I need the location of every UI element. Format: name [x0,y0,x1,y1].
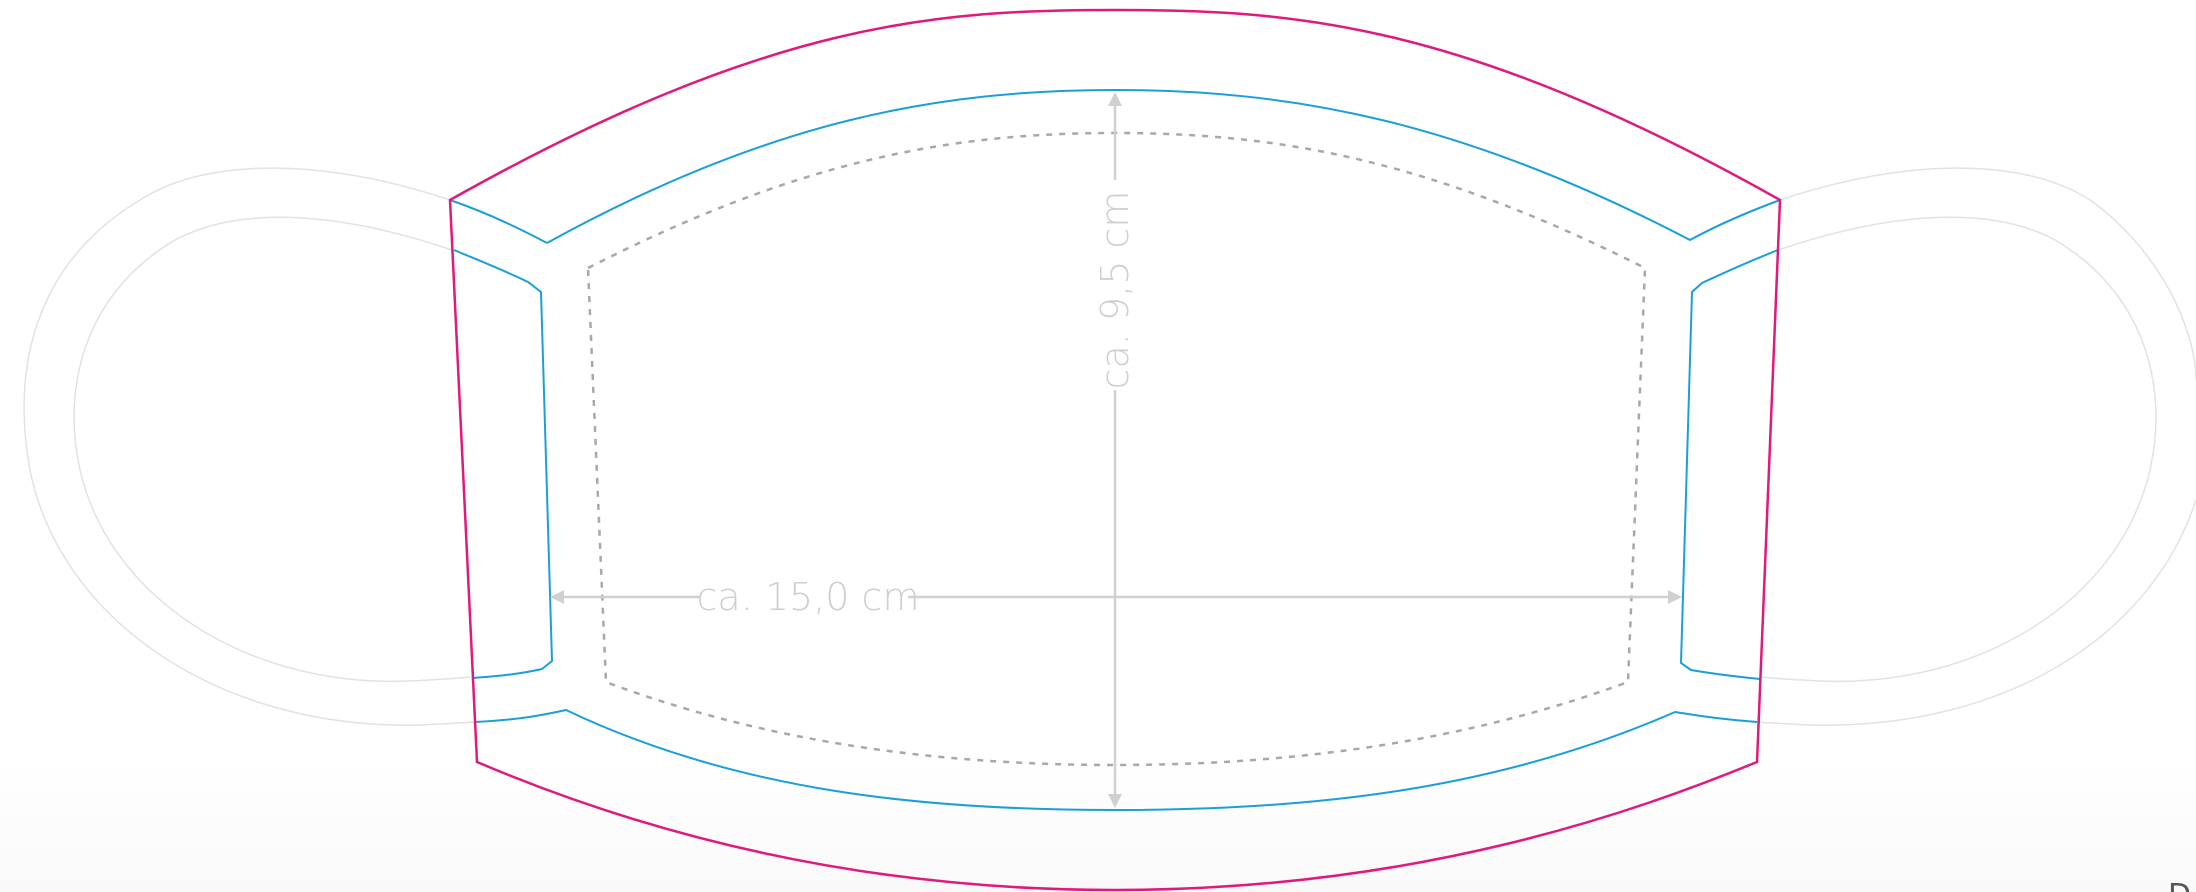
width-dimension-arrow-right [1668,590,1682,604]
height-dimension-arrow-top [1108,92,1122,106]
outer-cut-line [448,8,1782,892]
right-ear-loop-inner [1759,216,2157,683]
corner-text: D [2168,878,2191,892]
right-ear-loop-outer [1754,167,2196,726]
left-ear-loop-outer [23,167,476,726]
left-ear-loop-inner [73,216,471,683]
inner-dashed-outline [586,131,1647,767]
seam-line [449,88,1781,812]
width-dimension-arrow-left [550,590,564,604]
height-dimension-arrow-bottom [1108,794,1122,808]
width-dimension-label: ca. 15,0 cm [697,575,920,619]
height-dimension-label: ca. 9,5 cm [1093,191,1137,390]
